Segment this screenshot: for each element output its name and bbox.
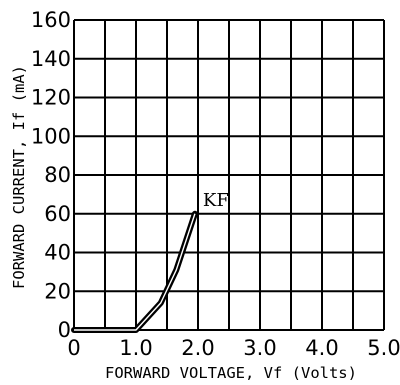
- series-line-inner: [74, 213, 196, 331]
- series-line-outline: [71, 210, 198, 333]
- x-tick-label: 2.0: [181, 336, 214, 360]
- y-axis-title: FORWARD CURRENT, If (mA): [10, 65, 28, 289]
- y-tick-label: 100: [31, 124, 71, 148]
- y-tick-labels: 0 20 40 60 80 100 120 140 160: [31, 8, 71, 342]
- y-tick-label: 80: [44, 163, 71, 187]
- x-tick-label: 5.0: [367, 336, 400, 360]
- x-tick-label: 4.0: [305, 336, 338, 360]
- series-label: KF: [203, 190, 229, 211]
- y-tick-label: 60: [44, 202, 71, 226]
- y-tick-label: 40: [44, 241, 71, 265]
- y-tick-label: 140: [31, 47, 71, 71]
- y-tick-label: 20: [44, 279, 71, 303]
- x-tick-labels: 0 1.0 2.0 3.0 4.0 5.0: [67, 336, 400, 360]
- y-tick-label: 0: [58, 318, 71, 342]
- x-tick-label: 3.0: [243, 336, 276, 360]
- y-tick-label: 120: [31, 86, 71, 110]
- x-tick-label: 1.0: [119, 336, 152, 360]
- series-layer: KF: [71, 190, 229, 333]
- y-tick-label: 160: [31, 8, 71, 32]
- x-axis-title: FORWARD VOLTAGE, Vf (Volts): [105, 364, 357, 382]
- x-tick-label: 0: [67, 336, 80, 360]
- grid: [73, 19, 385, 331]
